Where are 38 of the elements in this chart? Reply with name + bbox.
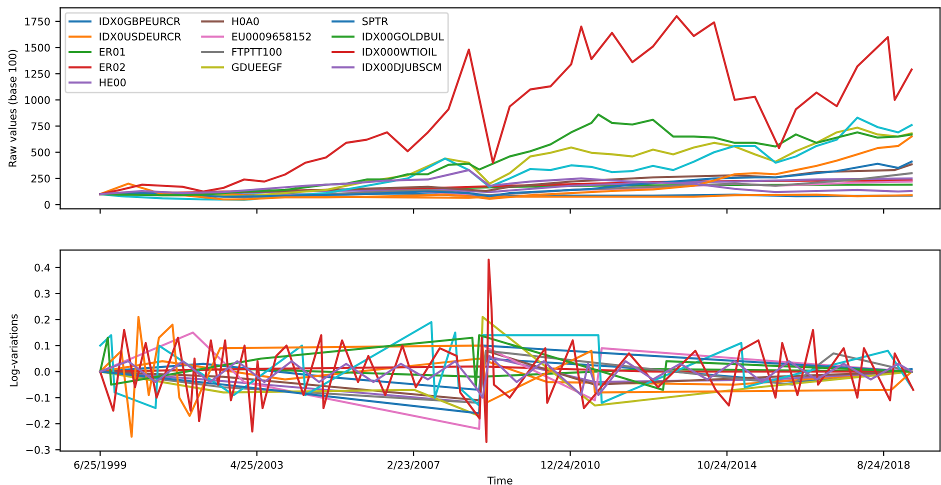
legend-label: FTPTT100	[232, 48, 282, 56]
y-tick-label: 0.4	[34, 264, 50, 272]
x-tick-label: 2/23/2007	[388, 460, 440, 470]
legend-label: ER01	[100, 48, 125, 56]
y-tick-label: −0.2	[26, 420, 50, 428]
x-tick-label: 4/25/2003	[230, 460, 283, 470]
x-tick-label: 6/25/1999	[74, 460, 126, 470]
y-tick-label: 250	[31, 174, 50, 183]
y-tick-label: 1750	[25, 18, 50, 26]
y-tick-label: 0.2	[34, 316, 50, 324]
legend-label: IDX0GBPEURCR	[100, 17, 180, 26]
legend-label: IDX0USDEURCR	[100, 32, 182, 40]
legend-label: H0A0	[232, 17, 259, 26]
y-tick-label: 1000	[25, 96, 50, 104]
y-tick-label: 0	[44, 200, 50, 209]
y-tick-label: 0.3	[34, 290, 50, 298]
y-tick-label: 500	[31, 148, 50, 156]
legend-label: IDX000WTIOIL	[362, 48, 437, 56]
y-tick-label: 750	[31, 122, 50, 130]
legend-label: GDUEEGF	[232, 63, 282, 72]
y-tick-label: 0.0	[34, 368, 50, 376]
y-tick-label: −0.1	[26, 394, 50, 402]
y-tick-label: 1250	[25, 70, 50, 78]
y-axis-title: Log-variations	[10, 314, 20, 386]
y-tick-label: −0.3	[26, 446, 50, 454]
legend-label: HE00	[100, 78, 126, 86]
legend-label: IDX00DJUBSCM	[362, 63, 441, 74]
y-tick-label: 0.1	[34, 342, 50, 350]
legend-label: EU0009658152	[232, 32, 311, 40]
x-axis-title: Time	[487, 476, 512, 484]
x-tick-label: 12/24/2010	[541, 460, 600, 470]
legend-label: ER02	[100, 63, 125, 72]
legend-label: SPTR	[362, 17, 388, 26]
legend-label: IDX00GOLDBUL	[362, 32, 444, 40]
x-tick-label: 8/24/2018	[858, 460, 910, 470]
y-axis-title: Raw values (base 100)	[8, 50, 18, 167]
x-tick-label: 10/24/2014	[698, 460, 756, 470]
y-tick-label: 1500	[25, 44, 50, 52]
